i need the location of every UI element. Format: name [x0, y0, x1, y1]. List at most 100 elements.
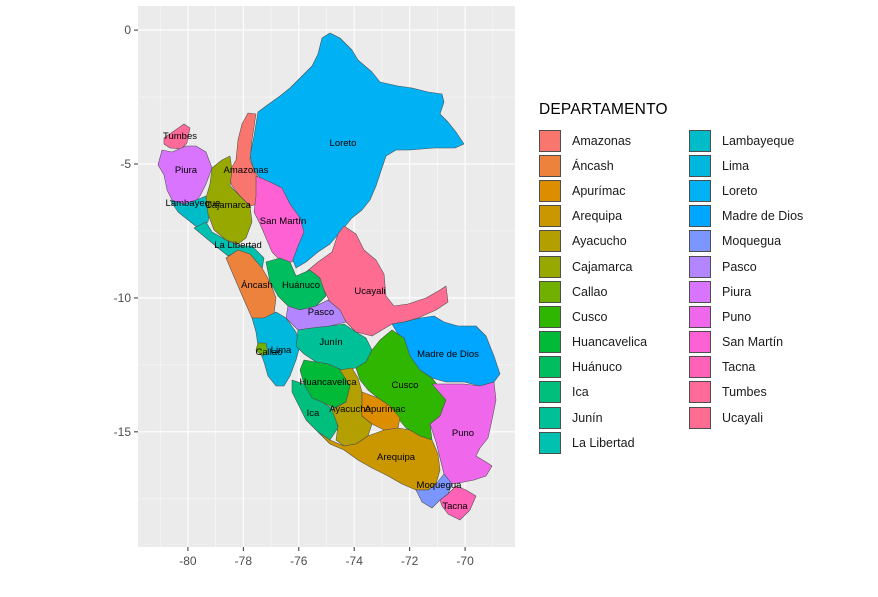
legend-item-cajamarca: Cajamarca: [539, 254, 681, 279]
legend-swatch: [539, 205, 561, 228]
legend-item-junin: Junín: [539, 405, 681, 430]
y-tick-label: -5: [120, 157, 131, 171]
region-puno: [429, 381, 497, 485]
region-arequipa: [317, 427, 441, 491]
legend-label: Pasco: [722, 259, 757, 274]
region-label-tumbes: Tumbes: [163, 131, 197, 142]
legend-item-puno: Puno: [689, 304, 831, 329]
region-huanuco: [265, 257, 327, 311]
department-polygons: [157, 32, 501, 521]
legend-label: Cusco: [572, 309, 608, 324]
legend-swatch: [539, 381, 561, 404]
legend-label: Ica: [572, 385, 589, 400]
region-label-piura: Piura: [175, 165, 198, 176]
legend-swatch: [689, 381, 711, 404]
region-label-ica: Ica: [307, 408, 320, 419]
region-label-ucayali: Ucayali: [354, 286, 385, 297]
region-label-puno: Puno: [452, 428, 474, 439]
legend-item-moquegua: Moquegua: [689, 229, 831, 254]
region-label-cajamarca: Cajamarca: [205, 200, 252, 211]
region-san-martin: [253, 175, 305, 263]
legend-swatch: [689, 230, 711, 253]
region-label-amazonas: Amazonas: [224, 165, 269, 176]
x-tick-label: -78: [235, 554, 253, 568]
region-label-callao: Callao: [256, 347, 283, 358]
legend-label: La Libertad: [572, 435, 635, 450]
region-amazonas: [227, 112, 265, 207]
legend-label: Ayacucho: [572, 234, 627, 249]
legend-swatch: [539, 230, 561, 253]
legend-label: Cajamarca: [572, 259, 633, 274]
region-label-ayacucho: Ayacucho: [329, 404, 371, 415]
legend-swatch: [539, 255, 561, 278]
legend-swatch: [689, 331, 711, 354]
region-label-madre-de-dios: Madre de Dios: [417, 349, 479, 360]
legend-item-san-martin: San Martín: [689, 330, 831, 355]
legend-column-1: Amazonas Áncash Apurímac Arequipa Ayacucho Ca…: [539, 128, 681, 455]
region-label-lambayeque: Lambayeque: [166, 198, 221, 209]
legend-label: Tumbes: [722, 385, 767, 400]
region-label-loreto: Loreto: [330, 138, 357, 149]
legend-label: Huancavelica: [572, 335, 648, 350]
legend-item-huanuco: Huánuco: [539, 355, 681, 380]
region-label-cusco: Cusco: [392, 380, 419, 391]
region-label-junin: Junín: [319, 337, 342, 348]
legend-item-tacna: Tacna: [689, 355, 831, 380]
legend-swatch: [539, 305, 561, 328]
legend-label: Áncash: [572, 158, 614, 173]
region-label-pasco: Pasco: [308, 307, 334, 318]
region-label-arequipa: Arequipa: [377, 452, 416, 463]
legend-swatch: [689, 129, 711, 152]
legend-label: Junín: [572, 410, 603, 425]
legend-item-ica: Ica: [539, 380, 681, 405]
legend-item-lima: Lima: [689, 153, 831, 178]
y-tick-label: -15: [114, 425, 132, 439]
region-callao: [255, 342, 269, 357]
legend-swatch: [689, 406, 711, 429]
legend-label: Puno: [722, 309, 752, 324]
legend-item-amazonas: Amazonas: [539, 128, 681, 153]
legend-label: Apurímac: [572, 183, 626, 198]
region-cajamarca: [205, 155, 253, 245]
region-label-san-martin: San Martín: [260, 216, 306, 227]
legend-swatch: [539, 406, 561, 429]
region-piura: [157, 145, 213, 207]
region-label-huanuco: Huánuco: [282, 280, 320, 291]
legend-item-la-libertad: La Libertad: [539, 430, 681, 455]
axis-ticks: -80 -78 -76 -74 -72 -70 0 -5 -10 -15: [114, 23, 474, 568]
legend-swatch: [539, 331, 561, 354]
legend-item-apurimac: Apurímac: [539, 178, 681, 203]
region-label-lima: Lima: [271, 345, 292, 356]
legend-swatch: [689, 356, 711, 379]
legend-item-ayacucho: Ayacucho: [539, 229, 681, 254]
legend-swatch: [689, 255, 711, 278]
region-tacna: [439, 485, 477, 521]
legend-label: Madre de Dios: [722, 209, 804, 224]
legend-swatch: [689, 205, 711, 228]
legend-label: San Martín: [722, 335, 784, 350]
y-tick-label: 0: [124, 23, 131, 37]
legend-item-piura: Piura: [689, 279, 831, 304]
legend-swatch: [539, 356, 561, 379]
legend-item-callao: Callao: [539, 279, 681, 304]
legend-item-lambayeque: Lambayeque: [689, 128, 831, 153]
region-moquegua: [415, 473, 453, 509]
legend-label: Huánuco: [572, 360, 623, 375]
region-pasco: [285, 299, 347, 331]
y-tick-label: -10: [114, 291, 132, 305]
legend-swatch: [539, 154, 561, 177]
legend-column-2: Lambayeque Lima Loreto Madre de Dios Moquegu…: [689, 128, 831, 455]
x-tick-label: -74: [346, 554, 364, 568]
legend-label: Loreto: [722, 183, 758, 198]
legend-label: Arequipa: [572, 209, 623, 224]
legend-swatch: [539, 179, 561, 202]
legend: DEPARTAMENTO Amazonas Áncash Apurímac Arequ…: [539, 101, 831, 455]
region-loreto: [249, 32, 465, 269]
department-labels: Amazonas Áncash Apurímac Arequipa Ayacucho Ca…: [163, 131, 479, 512]
region-label-moquegua: Moquegua: [417, 480, 463, 491]
legend-label: Moquegua: [722, 234, 782, 249]
region-label-apurimac: Apurímac: [365, 404, 406, 415]
x-tick-label: -80: [179, 554, 197, 568]
region-label-huancavelica: Huancavelica: [299, 377, 357, 388]
region-ica: [291, 379, 339, 441]
